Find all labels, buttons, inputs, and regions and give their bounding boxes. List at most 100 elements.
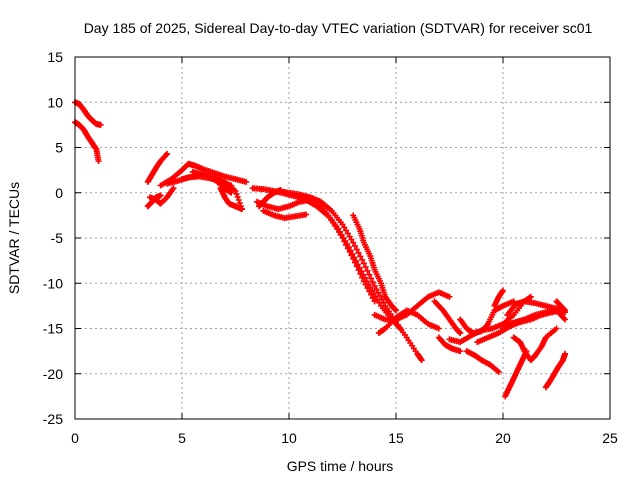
data-point: [344, 245, 351, 252]
data-point: [359, 274, 366, 281]
data-point: [95, 158, 102, 165]
y-tick-label: 0: [55, 185, 63, 201]
data-point: [368, 291, 375, 298]
series-track-9: [189, 168, 235, 196]
series-track-15: [256, 187, 284, 210]
data-point: [357, 270, 364, 277]
data-point: [376, 292, 383, 299]
data-point: [238, 206, 245, 213]
y-tick-label: 15: [47, 49, 63, 65]
data-point: [371, 298, 378, 305]
y-axis: 15 10 5 0 -5 -10 -15 -20 -25: [43, 49, 610, 427]
data-point: [350, 239, 357, 246]
y-axis-label: SDTVAR / TECUs: [6, 182, 22, 294]
series-track-12: [253, 196, 378, 305]
data-point: [562, 307, 569, 314]
data-point: [359, 256, 366, 263]
series-track-19: [431, 298, 464, 337]
data-point: [353, 246, 360, 253]
y-tick-label: -20: [43, 366, 63, 382]
series-track-28: [510, 325, 560, 364]
series-track-5: [146, 185, 177, 207]
y-tick-label: -15: [43, 321, 63, 337]
data-point: [277, 187, 284, 194]
data-point: [380, 299, 387, 306]
data-point: [339, 221, 346, 228]
data-point: [234, 193, 241, 200]
x-tick-label: 10: [281, 430, 297, 446]
data-point: [357, 253, 364, 260]
data-point: [97, 121, 104, 128]
data-point: [232, 187, 239, 194]
data-point: [164, 150, 171, 157]
data-point: [360, 278, 367, 285]
data-point: [562, 350, 569, 357]
data-point: [369, 279, 376, 286]
data-point: [339, 235, 346, 241]
y-tick-label: -5: [51, 230, 64, 246]
data-point: [353, 263, 360, 270]
data-point: [332, 222, 339, 229]
data-point: [393, 307, 399, 314]
data-point: [335, 228, 342, 235]
data-point: [355, 249, 362, 256]
x-axis-label: GPS time / hours: [287, 458, 394, 474]
data-point: [303, 211, 310, 218]
data-point: [157, 192, 164, 199]
series-track-22: [457, 298, 517, 337]
x-tick-label: 5: [178, 430, 186, 446]
series-track-25: [491, 287, 506, 309]
data-point: [500, 287, 506, 294]
series-track-3: [144, 150, 171, 185]
series-track-26: [500, 307, 569, 332]
series-track-30: [542, 350, 569, 391]
series-track-10: [217, 185, 245, 213]
data-point: [337, 231, 344, 238]
series-track-16: [350, 212, 399, 314]
data-point: [527, 293, 534, 300]
data-point: [369, 295, 376, 302]
series-track-23: [463, 348, 502, 375]
data-point: [360, 260, 367, 267]
x-tick-label: 20: [495, 430, 511, 446]
data-point: [341, 238, 348, 245]
grid-lines: [75, 57, 610, 419]
series-track-14: [260, 207, 310, 222]
data-point: [170, 185, 177, 192]
plot-frame: [74, 56, 611, 420]
data-point: [368, 275, 375, 282]
data-point: [341, 224, 348, 231]
series-track-20: [435, 334, 464, 355]
data-point: [457, 348, 464, 355]
data-point: [355, 267, 362, 274]
data-point: [446, 293, 453, 300]
data-point: [364, 285, 371, 292]
data-point: [328, 216, 335, 223]
data-point: [362, 264, 369, 271]
series-track-27: [504, 298, 569, 318]
y-tick-label: -10: [43, 275, 63, 291]
data-point: [344, 230, 351, 237]
data-point: [370, 290, 377, 297]
data-point: [375, 289, 382, 296]
y-tick-label: 5: [55, 140, 63, 156]
data-point: [346, 248, 353, 255]
data-point: [350, 255, 357, 262]
data-point: [418, 357, 425, 364]
data-point: [235, 196, 242, 203]
data-point: [495, 368, 502, 375]
data-point: [378, 296, 385, 303]
data-point: [366, 288, 373, 295]
data-point: [562, 316, 569, 323]
y-tick-label: 10: [47, 94, 63, 110]
series-track-18: [375, 307, 442, 337]
data-point: [334, 225, 341, 232]
data-point: [233, 190, 240, 197]
series-track-29: [502, 348, 530, 400]
data-point: [553, 325, 560, 332]
data-point: [228, 189, 235, 196]
data-point: [523, 348, 530, 355]
chart-title: Day 185 of 2025, Sidereal Day-to-day VTE…: [84, 20, 593, 36]
data-point: [435, 325, 442, 332]
